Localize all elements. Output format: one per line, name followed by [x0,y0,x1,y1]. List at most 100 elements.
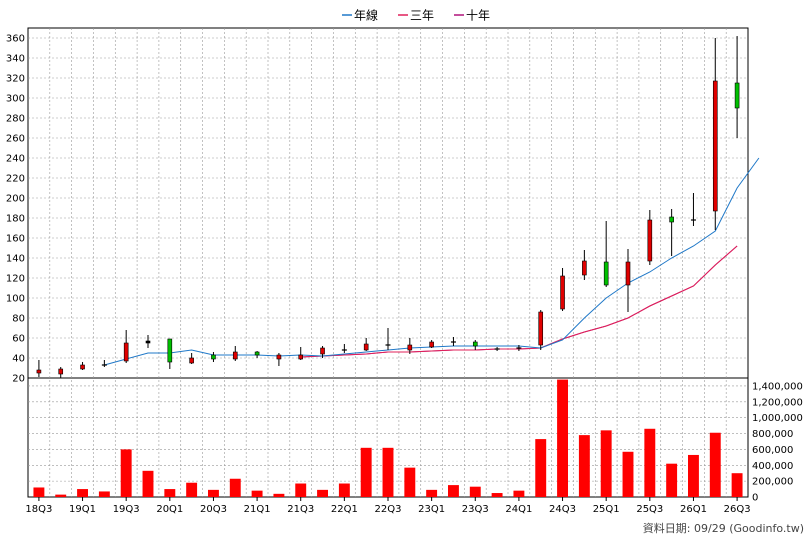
volume-tick-label: 1,000,000 [752,413,803,424]
volume-bar [622,451,634,497]
volume-tick-label: 200,000 [752,477,793,488]
price-tick-label: 200 [6,194,25,205]
legend-label: 十年 [466,9,490,23]
volume-bar [557,379,568,497]
price-tick-label: 240 [6,154,25,165]
candle-body [560,275,565,310]
candle-body [232,351,238,360]
price-tick-label: 280 [6,114,25,125]
volume-bar [709,432,721,497]
candle-body [145,340,151,344]
price-tick-label: 80 [12,314,25,325]
candle-body [472,341,478,347]
price-tick-label: 140 [6,254,25,265]
x-tick-label: 19Q1 [69,504,96,515]
volume-bar [317,489,328,497]
candle-body [167,338,173,363]
volume-bar [578,435,590,497]
legend-label: 年線 [354,8,378,23]
candle-body [429,341,434,348]
x-tick-label: 21Q3 [287,504,314,515]
price-tick-label: 120 [6,274,25,285]
x-tick-label: 20Q1 [156,504,183,515]
x-tick-label: 23Q3 [462,504,489,515]
candle-body [625,261,631,286]
volume-bar [644,428,656,497]
volume-bar [448,485,459,497]
price-tick-label: 20 [12,374,25,385]
candle-body [647,219,653,262]
volume-bar [404,467,416,497]
candle-body [80,364,85,370]
price-tick-label: 360 [6,34,25,45]
volume-bar [142,470,154,497]
volume-bar [338,483,350,497]
candle-body [603,261,609,286]
volume-bar [491,493,503,497]
volume-tick-label: 800,000 [752,429,793,440]
volume-bar [164,489,176,497]
candle-body [734,82,740,109]
volume-bar [426,489,438,497]
price-tick-label: 320 [6,74,25,85]
volume-bar [229,478,241,497]
plot-frame [27,27,749,498]
volume-bar [469,486,481,497]
x-tick-label: 22Q1 [331,504,358,515]
volume-bar [251,490,263,497]
volume-bar [600,430,612,497]
price-tick-label: 220 [6,174,25,185]
candle-body [320,347,325,355]
volume-bar [382,447,394,497]
candle-body [254,351,260,356]
candle-body [407,344,413,351]
candle-body [582,260,587,276]
volume-bar [513,490,525,497]
price-tick-label: 260 [6,134,25,145]
x-tick-label: 21Q1 [244,504,271,515]
candle-body [712,80,718,212]
volume-bar [273,493,285,497]
volume-bar [360,447,372,497]
price-tick-label: 300 [6,94,25,105]
candle-body [669,216,674,223]
candle-body [36,369,42,374]
price-tick-label: 40 [12,354,25,365]
volume-tick-label: 400,000 [752,461,793,472]
volume-bar [666,463,678,497]
candle-body [538,311,544,346]
volume-bar [208,489,219,497]
candle-body [123,342,129,362]
candle-body [58,368,64,375]
volume-bar [55,494,67,497]
x-tick-label: 20Q3 [200,504,227,515]
x-tick-label: 24Q1 [505,504,532,515]
legend-label: 三年 [410,9,434,23]
x-tick-label: 19Q3 [113,504,140,515]
candle-body [276,354,282,360]
volume-tick-label: 1,400,000 [752,381,803,392]
volume-bar [535,439,547,497]
volume-tick-label: 1,200,000 [752,397,803,408]
volume-bar [186,482,198,497]
x-tick-label: 26Q1 [680,504,707,515]
volume-bar [295,483,307,497]
candle-body [189,357,194,364]
x-tick-label: 23Q1 [418,504,445,515]
x-tick-label: 24Q3 [549,504,576,515]
volume-bar [33,487,45,497]
price-tick-label: 60 [12,334,25,345]
data-date-footer: 資料日期: 09/29 (Goodinfo.tw) [642,522,804,535]
candle-body [298,354,304,360]
price-tick-label: 160 [6,234,25,245]
volume-bar [688,454,699,497]
price-tick-label: 180 [6,214,25,225]
volume-bar [98,491,110,497]
x-tick-label: 25Q1 [593,504,620,515]
x-tick-label: 22Q3 [375,504,402,515]
x-tick-label: 26Q3 [724,504,751,515]
x-tick-label: 25Q3 [636,504,663,515]
candle-body [211,354,216,360]
volume-tick-label: 0 [752,493,758,504]
